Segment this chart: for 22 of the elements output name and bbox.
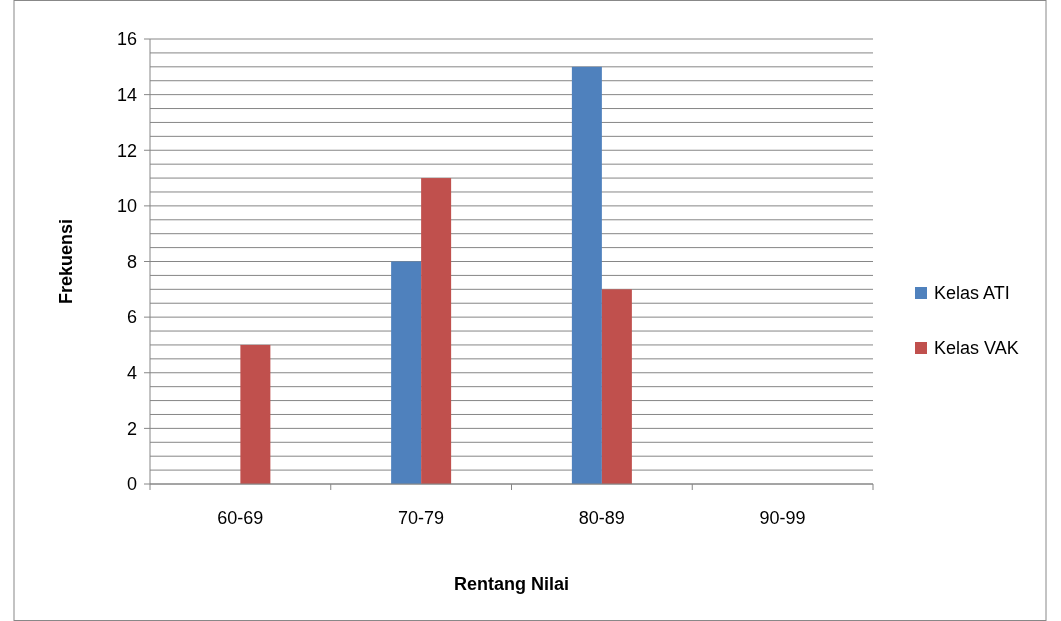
y-tick-label: 4: [126, 363, 137, 384]
legend-label: Kelas VAK: [934, 338, 1019, 359]
bar: [421, 178, 452, 484]
y-tick-label: 6: [126, 307, 137, 328]
bar: [571, 66, 602, 484]
x-tick-label: 60-69: [217, 508, 264, 528]
y-axis-title: Frekuensi: [56, 218, 76, 305]
y-tick-label: 0: [126, 474, 137, 495]
y-tick-label: 16: [116, 29, 137, 50]
y-tick-label: 14: [116, 84, 137, 105]
x-tick-label: 80-89: [578, 508, 625, 528]
legend-label: Kelas ATI: [934, 283, 1010, 304]
y-tick-label: 8: [126, 251, 137, 272]
x-tick-label: 70-79: [398, 508, 445, 528]
y-tick-label: 10: [116, 196, 137, 217]
bar: [391, 261, 422, 484]
bar: [240, 344, 271, 484]
x-tick-label: 90-99: [759, 508, 806, 528]
bar: [601, 289, 632, 484]
x-axis-title: Rentang Nilai: [453, 574, 570, 594]
y-tick-label: 2: [126, 418, 137, 439]
y-tick-label: 12: [116, 140, 137, 161]
